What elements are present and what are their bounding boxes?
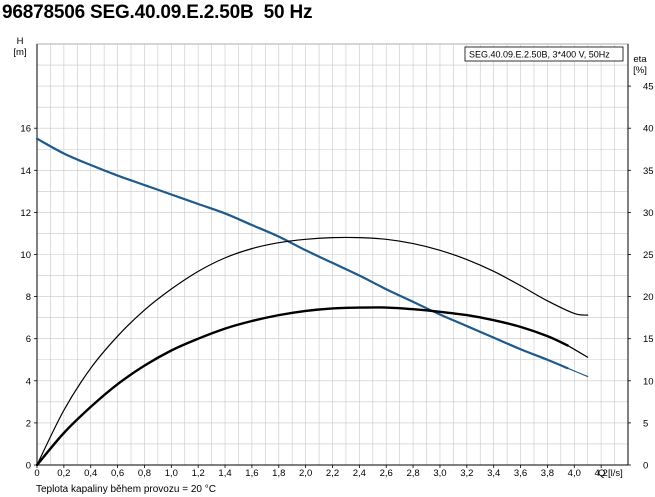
- right-tick-label: 40: [643, 124, 654, 135]
- x-axis-label: Q [l/s]: [598, 468, 623, 479]
- x-tick-label: 0,8: [138, 468, 151, 479]
- x-tick-label: 0,4: [84, 468, 97, 479]
- x-tick-label: 3,2: [460, 468, 473, 479]
- x-tick-label: 3,8: [541, 468, 554, 479]
- x-tick-label: 1,2: [192, 468, 205, 479]
- series-line-1: [566, 367, 589, 378]
- right-tick-label: 35: [643, 166, 654, 177]
- x-tick-label: 3,0: [433, 468, 446, 479]
- x-tick-label: 1,6: [245, 468, 258, 479]
- x-tick-label: 2,0: [299, 468, 312, 479]
- x-tick-label: 1,8: [272, 468, 285, 479]
- right-axis-label: eta: [633, 54, 647, 65]
- x-tick-label: 2,8: [406, 468, 419, 479]
- x-tick-label: 2,4: [353, 468, 366, 479]
- legend-box: [464, 46, 624, 62]
- right-tick-label: 45: [643, 82, 654, 93]
- right-tick-label: 25: [643, 250, 654, 261]
- x-tick-label: 1,4: [218, 468, 231, 479]
- right-tick-label: 30: [643, 208, 654, 219]
- left-tick-label: 14: [20, 166, 31, 177]
- x-tick-label: 4,2: [595, 468, 608, 479]
- x-tick-label: 3,4: [487, 468, 500, 479]
- left-tick-label: 0: [26, 461, 31, 472]
- x-tick-label: 2,6: [380, 468, 393, 479]
- x-tick-label: 2,2: [326, 468, 339, 479]
- left-tick-label: 6: [26, 334, 31, 345]
- x-tick-label: 0,6: [111, 468, 124, 479]
- left-tick-label: 16: [20, 124, 31, 135]
- chart-axes: 0 2 4 6 8 10 12 14 16 0 5 10 15 20 25 30 35 40 45 0 0,2 0,4 0,…: [20, 44, 654, 479]
- right-tick-label: 5: [643, 418, 648, 429]
- chart-legend: SEG.40.09.E.2.50B, 3*400 V, 50Hz: [464, 46, 624, 62]
- left-tick-label: 10: [20, 250, 31, 261]
- left-tick-label: 12: [20, 208, 31, 219]
- series-line-2: [36, 236, 589, 466]
- right-axis-unit: [%]: [633, 65, 647, 76]
- page-title: 96878506 SEG.40.09.E.2.50B 50 Hz: [2, 2, 313, 23]
- right-tick-label: 20: [643, 292, 654, 303]
- series-line-4: [566, 344, 589, 358]
- x-tick-label: 0: [34, 468, 39, 479]
- left-tick-label: 8: [26, 292, 31, 303]
- chart-grid: [36, 43, 629, 466]
- series-line-0: [35, 137, 569, 370]
- left-axis-label: H: [17, 36, 24, 47]
- chart-series: [35, 137, 589, 467]
- axis-labels: H[m] eta[%] Q [l/s]: [13, 36, 647, 479]
- legend-text: SEG.40.09.E.2.50B, 3*400 V, 50Hz: [469, 50, 610, 60]
- right-tick-label: 15: [643, 334, 654, 345]
- series-line-3: [35, 306, 569, 467]
- x-tick-label: 3,6: [514, 468, 527, 479]
- right-tick-label: 0: [643, 461, 648, 472]
- left-axis-unit: [m]: [13, 47, 26, 58]
- left-tick-label: 2: [26, 418, 31, 429]
- x-tick-label: 1,0: [165, 468, 178, 479]
- left-tick-label: 4: [26, 376, 31, 387]
- x-tick-label: 0,2: [57, 468, 70, 479]
- x-tick-label: 4,0: [568, 468, 581, 479]
- right-tick-label: 10: [643, 376, 654, 387]
- footnote: Teplota kapaliny během provozu = 20 °C: [36, 484, 216, 495]
